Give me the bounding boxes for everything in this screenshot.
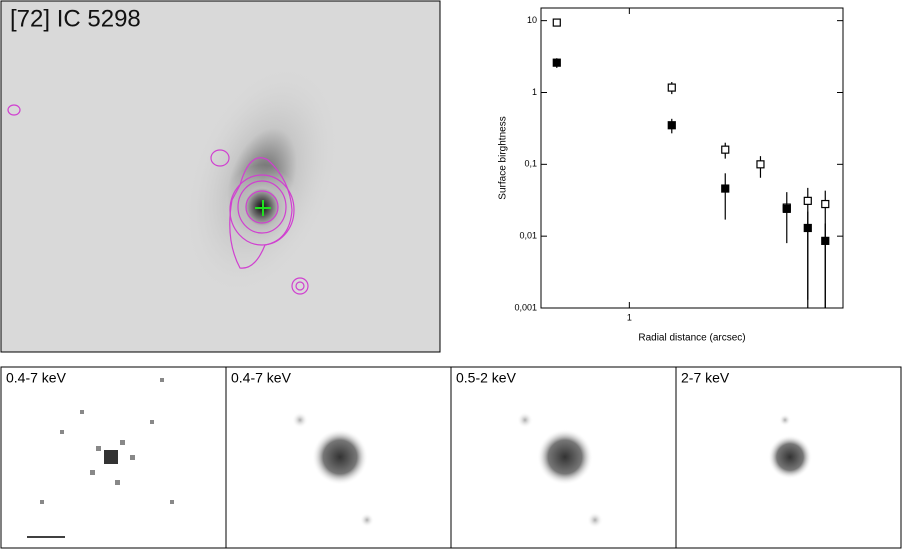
data-point: [667, 83, 676, 92]
optical-image: [72] IC 5298: [0, 0, 441, 353]
data-point: [803, 223, 812, 233]
data-point: [803, 196, 812, 205]
data-point: [721, 184, 730, 193]
panel-label: 0.4-7 keV: [231, 370, 292, 386]
data-point: [667, 121, 676, 130]
x-tick-label: 1: [627, 312, 632, 322]
data-point: [552, 18, 561, 27]
x-axis-label: Radial distance (arcsec): [638, 333, 745, 344]
y-tick-label: 0,01: [519, 231, 537, 241]
panel-label: 2-7 keV: [681, 370, 730, 386]
chart: Radial distance (arcsec) Surface birghtn…: [498, 7, 844, 344]
image-title: [72] IC 5298: [10, 5, 141, 32]
data-point: [821, 199, 830, 209]
y-tick-label: 1: [532, 87, 537, 97]
y-tick-label: 10: [527, 15, 537, 25]
data-point: [821, 236, 830, 245]
data-point: [782, 204, 791, 213]
panel-label: 0.4-7 keV: [6, 370, 67, 386]
panel-label: 0.5-2 keV: [456, 370, 517, 386]
y-axis-label: Surface birghtness: [498, 116, 509, 199]
data-point: [721, 145, 730, 154]
data-point: [756, 160, 765, 169]
xray-panels: 0.4-7 keV 0.4-7 keV 0.5-2 keV 2-7 keV: [0, 366, 902, 549]
y-tick-label: 0,001: [514, 302, 537, 312]
y-tick-label: 0,1: [524, 159, 537, 169]
data-point: [552, 58, 561, 67]
